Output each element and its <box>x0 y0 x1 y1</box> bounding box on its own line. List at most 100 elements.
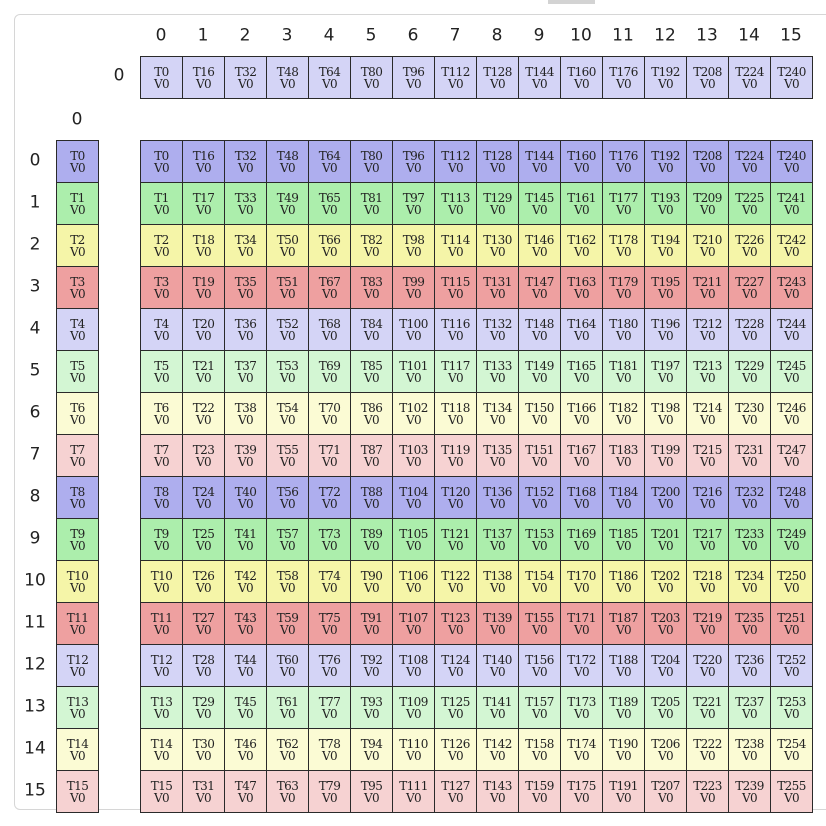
thread-label: T207 <box>651 778 680 793</box>
left-vector-cell: T0 V0 <box>56 140 99 183</box>
column-index-label: 4 <box>323 25 335 46</box>
grid-cell: T184 V0 <box>602 476 645 519</box>
thread-label: T2 <box>154 232 169 247</box>
value-label: V0 <box>69 748 86 763</box>
value-label: V0 <box>447 580 464 595</box>
value-label: V0 <box>279 664 296 679</box>
thread-label: T110 <box>399 736 428 751</box>
value-label: V0 <box>573 370 590 385</box>
thread-label: T229 <box>735 358 764 373</box>
thread-label: T234 <box>735 568 764 583</box>
thread-label: T202 <box>651 568 680 583</box>
thread-label: T3 <box>70 274 85 289</box>
value-label: V0 <box>573 748 590 763</box>
value-label: V0 <box>237 538 254 553</box>
value-label: V0 <box>321 160 338 175</box>
grid-cell: T251 V0 <box>770 602 813 645</box>
top-vector-cell: T224 V0 <box>728 56 771 99</box>
scroll-indicator[interactable] <box>548 0 595 4</box>
thread-label: T181 <box>609 358 638 373</box>
value-label: V0 <box>531 412 548 427</box>
thread-label: T83 <box>360 274 383 289</box>
value-label: V0 <box>405 244 422 259</box>
grid-cell: T121 V0 <box>434 518 477 561</box>
value-label: V0 <box>615 664 632 679</box>
thread-label: T230 <box>735 400 764 415</box>
grid-cell: T150 V0 <box>518 392 561 435</box>
value-label: V0 <box>447 244 464 259</box>
thread-label: T84 <box>360 316 383 331</box>
thread-label: T63 <box>276 778 299 793</box>
value-label: V0 <box>69 412 86 427</box>
thread-label: T243 <box>777 274 806 289</box>
thread-label: T82 <box>360 232 383 247</box>
grid-cell: T158 V0 <box>518 728 561 771</box>
value-label: V0 <box>69 496 86 511</box>
row-index-label: 8 <box>29 486 41 507</box>
thread-label: T6 <box>154 400 169 415</box>
value-label: V0 <box>615 538 632 553</box>
thread-label: T100 <box>399 316 428 331</box>
thread-label: T159 <box>525 778 554 793</box>
grid-cell: T168 V0 <box>560 476 603 519</box>
thread-label: T123 <box>441 610 470 625</box>
thread-label: T94 <box>360 736 383 751</box>
thread-label: T58 <box>276 568 299 583</box>
value-label: V0 <box>489 160 506 175</box>
thread-label: T191 <box>609 778 638 793</box>
thread-label: T10 <box>66 568 89 583</box>
thread-label: T192 <box>651 148 680 163</box>
thread-label: T162 <box>567 232 596 247</box>
value-label: V0 <box>489 664 506 679</box>
top-vector-cell: T80 V0 <box>350 56 393 99</box>
left-vector-column-label: 0 <box>71 109 83 130</box>
value-label: V0 <box>741 202 758 217</box>
grid-cell: T55 V0 <box>266 434 309 477</box>
value-label: V0 <box>783 538 800 553</box>
value-label: V0 <box>363 370 380 385</box>
thread-label: T109 <box>399 694 428 709</box>
column-index-label: 0 <box>155 25 167 46</box>
value-label: V0 <box>363 622 380 637</box>
row-index-label: 1 <box>29 192 41 213</box>
top-vector-cell: T48 V0 <box>266 56 309 99</box>
grid-cell: T37 V0 <box>224 350 267 393</box>
grid-cell: T211 V0 <box>686 266 729 309</box>
thread-label: T64 <box>318 148 341 163</box>
grid-cell: T189 V0 <box>602 686 645 729</box>
grid-cell: T96 V0 <box>392 140 435 183</box>
grid-cell: T92 V0 <box>350 644 393 687</box>
grid-cell: T42 V0 <box>224 560 267 603</box>
value-label: V0 <box>195 706 212 721</box>
value-label: V0 <box>531 790 548 805</box>
value-label: V0 <box>531 370 548 385</box>
grid-cell: T173 V0 <box>560 686 603 729</box>
thread-label: T27 <box>192 610 215 625</box>
value-label: V0 <box>741 496 758 511</box>
grid-cell: T2 V0 <box>140 224 183 267</box>
grid-cell: T0 V0 <box>140 140 183 183</box>
grid-cell: T185 V0 <box>602 518 645 561</box>
value-label: V0 <box>237 664 254 679</box>
grid-cell: T53 V0 <box>266 350 309 393</box>
grid-cell: T74 V0 <box>308 560 351 603</box>
grid-cell: T16 V0 <box>182 140 225 183</box>
thread-label: T46 <box>234 736 257 751</box>
thread-label: T52 <box>276 316 299 331</box>
thread-label: T96 <box>402 64 425 79</box>
value-label: V0 <box>573 76 590 91</box>
value-label: V0 <box>699 370 716 385</box>
thread-label: T193 <box>651 190 680 205</box>
thread-label: T185 <box>609 526 638 541</box>
grid-cell: T110 V0 <box>392 728 435 771</box>
thread-label: T156 <box>525 652 554 667</box>
column-index-label: 5 <box>365 25 377 46</box>
thread-label: T26 <box>192 568 215 583</box>
thread-label: T186 <box>609 568 638 583</box>
grid-cell: T54 V0 <box>266 392 309 435</box>
thread-label: T2 <box>70 232 85 247</box>
value-label: V0 <box>699 538 716 553</box>
value-label: V0 <box>69 790 86 805</box>
grid-cell: T250 V0 <box>770 560 813 603</box>
thread-label: T132 <box>483 316 512 331</box>
